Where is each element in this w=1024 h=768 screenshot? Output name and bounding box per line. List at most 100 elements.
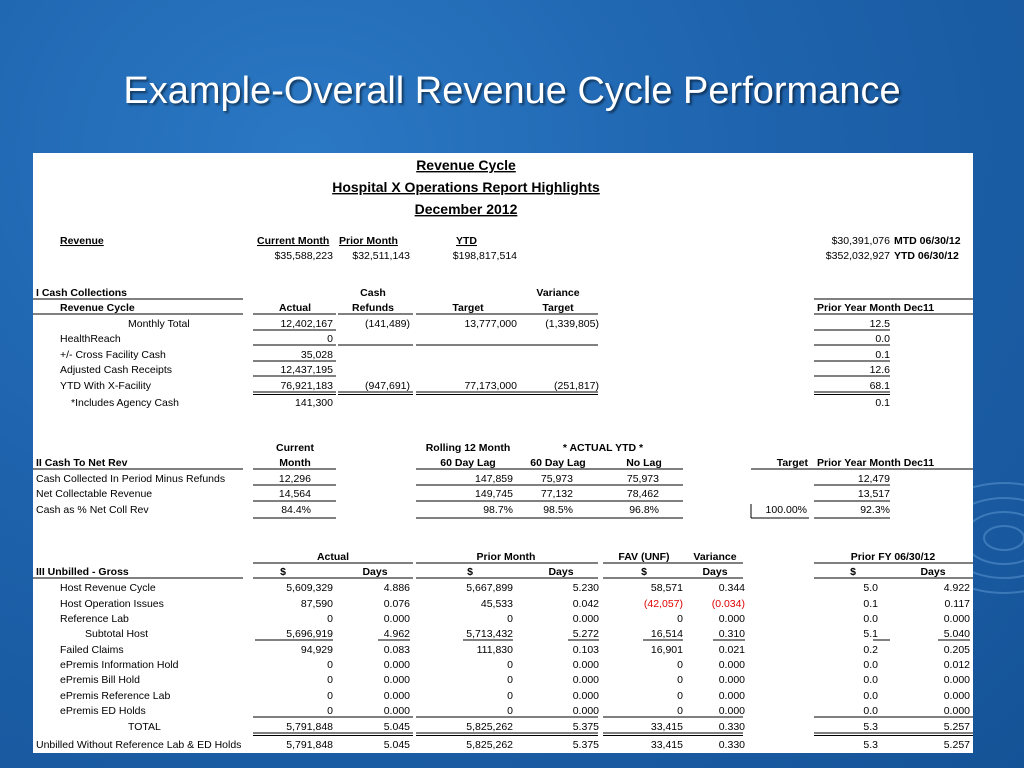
cash-row-refunds: (141,489) [365,318,410,330]
unbilled-subheaders: $ Days $ Days $ Days $ Days [280,566,946,578]
unbilled-row-label: Failed Claims [60,644,124,656]
cash-row-variance: (251,817) [554,380,599,392]
netrev-table: Cash Collected In Period Minus Refunds 12… [36,473,890,516]
unbilled-row-value: 4.922 [944,582,970,594]
unbilled-row-label: Unbilled Without Reference Lab & ED Hold… [36,739,241,751]
unbilled-row-value: 5.230 [573,582,599,594]
cash-row-prior: 68.1 [870,380,891,392]
netrev-row-label: Net Collectable Revenue [36,488,152,500]
unbilled-h-variance: Variance [693,551,736,563]
unbilled-row-value: 111,830 [477,644,514,656]
cash-row-label: Monthly Total [128,318,190,330]
unbilled-row-value: 0 [507,705,513,717]
unbilled-subheader: $ [850,566,856,578]
unbilled-subheader: $ [280,566,286,578]
unbilled-row-value: 0.000 [719,613,745,625]
mtd-value: $30,391,076 [832,235,891,247]
cash-row-prior: 0.0 [875,333,890,345]
netrev-row-label: Cash Collected In Period Minus Refunds [36,473,225,485]
unbilled-subheader: Days [548,566,573,578]
netrev-row-prior: 13,517 [858,488,890,500]
unbilled-row-value: 16,901 [651,644,683,656]
unbilled-row-value: 0.330 [719,739,745,751]
unbilled-row-label: TOTAL [128,721,161,733]
unbilled-row-value: 0.000 [384,613,410,625]
unbilled-row-value: 0.000 [944,674,970,686]
unbilled-row-value: 0.0 [863,690,878,702]
unbilled-row-value: 0.344 [719,582,745,594]
unbilled-row-value: 5.3 [863,739,878,751]
cash-row-actual: 141,300 [295,397,333,409]
revenue-col-prior: Prior Month [339,235,398,247]
unbilled-row-value: 33,415 [651,721,683,733]
cash-h-variance: Variance [536,287,579,299]
revenue-col-ytd: YTD [456,235,477,247]
unbilled-row-value: 4.886 [384,582,410,594]
unbilled-row-value: 0.0 [863,659,878,671]
unbilled-row-value: 0 [327,674,333,686]
unbilled-row-label: Host Operation Issues [60,598,164,610]
unbilled-row-value: 5,825,262 [466,721,513,733]
cash-h-refunds: Refunds [352,302,394,314]
unbilled-subheader: Days [362,566,387,578]
unbilled-row-value: 0.000 [573,674,599,686]
cash-row-actual: 12,437,195 [280,364,333,376]
netrev-h-60lag2: 60 Day Lag [530,457,585,469]
unbilled-row-value: 0.000 [573,705,599,717]
ytd-label: YTD 06/30/12 [894,250,959,262]
cash-row-label: HealthReach [60,333,121,345]
unbilled-subheader: Days [702,566,727,578]
netrev-h-60lag: 60 Day Lag [440,457,495,469]
unbilled-row-value: 5,791,848 [286,739,333,751]
unbilled-row-value: 0.000 [573,613,599,625]
unbilled-h-actual: Actual [317,551,349,563]
cash-h-prior: Prior Year Month Dec11 [817,302,934,314]
netrev-row-month: 14,564 [279,488,311,500]
unbilled-row-value: 5.3 [863,721,878,733]
unbilled-h-fav: FAV (UNF) [618,551,669,563]
unbilled-row-label: ePremis ED Holds [60,705,146,717]
netrev-h-current: Current [276,442,314,454]
unbilled-row-value: 58,571 [651,582,683,594]
unbilled-row-value: 5,791,848 [286,721,333,733]
cash-row-variance: (1,339,805) [545,318,599,330]
revenue-prior: $32,511,143 [352,250,410,262]
netrev-h-prior: Prior Year Month Dec11 [817,457,934,469]
report-heading-2: Hospital X Operations Report Highlights [332,179,600,195]
netrev-row-nolag: 78,462 [627,488,659,500]
unbilled-row-value: 5.272 [573,628,599,640]
unbilled-row-value: 0.0 [863,674,878,686]
cash-row-actual: 12,402,167 [280,318,333,330]
unbilled-row-value: 0.103 [573,644,599,656]
unbilled-row-value: 0.0 [863,705,878,717]
unbilled-row-value: 0 [327,705,333,717]
netrev-row-nolag: 75,973 [627,473,659,485]
unbilled-subheader: Days [920,566,945,578]
cash-row-prior: 12.6 [870,364,891,376]
unbilled-row-value: 5,713,432 [466,628,513,640]
unbilled-row-label: Reference Lab [60,613,129,625]
unbilled-subheader: $ [467,566,473,578]
unbilled-row-value: 5.375 [573,739,599,751]
unbilled-row-value: 5.257 [944,739,970,751]
revenue-current: $35,588,223 [275,250,334,262]
unbilled-row-value: 5,609,329 [286,582,333,594]
unbilled-row-value: 0 [507,659,513,671]
cash-row-prior: 0.1 [875,349,890,361]
unbilled-row-value: 0.000 [384,674,410,686]
cash-h-actual: Actual [279,302,311,314]
unbilled-row-label: Host Revenue Cycle [60,582,156,594]
unbilled-row-value: 87,590 [301,598,333,610]
unbilled-row-value: 0.2 [863,644,878,656]
netrev-row-month: 12,296 [279,473,311,485]
netrev-row-prior: 92.3% [860,504,890,516]
unbilled-row-value: 0.000 [944,705,970,717]
unbilled-row-label: Subtotal Host [85,628,148,640]
unbilled-row-value: 5.040 [944,628,970,640]
unbilled-row-value: 0.117 [945,598,971,610]
unbilled-row-value: (0.034) [712,598,745,610]
unbilled-row-value: 0.042 [573,598,599,610]
unbilled-row-value: 0.330 [719,721,745,733]
unbilled-row-value: 0.000 [384,659,410,671]
unbilled-row-value: 0 [677,690,683,702]
